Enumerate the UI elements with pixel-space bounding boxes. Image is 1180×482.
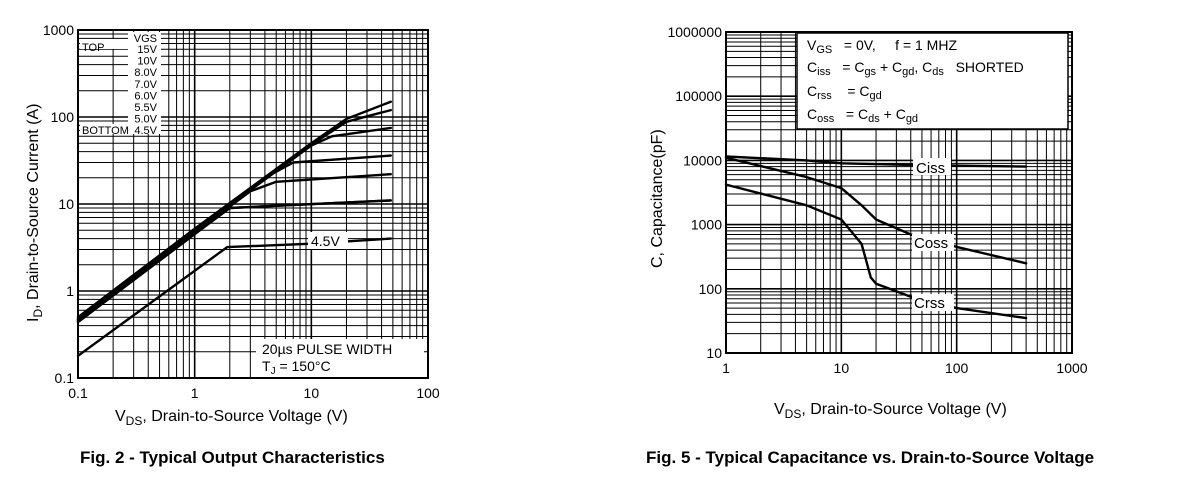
fig2-caption: Fig. 2 - Typical Output Characteristics bbox=[80, 448, 385, 467]
y-tick-label: 1000 bbox=[43, 22, 74, 38]
vgs-value: 6.0V bbox=[134, 90, 157, 102]
y-tick-label: 10000 bbox=[683, 152, 722, 168]
y-tick-label: 1000000 bbox=[667, 24, 722, 40]
y-tick-label: 100000 bbox=[675, 88, 722, 104]
y-axis-label: C, Capacitance(pF) bbox=[649, 129, 666, 268]
legend-line-3: Crss = Cgd bbox=[807, 83, 882, 102]
pulse-width-note: 20µs PULSE WIDTH bbox=[262, 341, 392, 357]
legend-line-4: Coss = Cds + Cgd bbox=[807, 106, 918, 125]
vgs-bottom-label: BOTTOM bbox=[82, 125, 129, 137]
curve-label-4.5v: 4.5V bbox=[311, 233, 340, 249]
vgs-value: 7.0V bbox=[134, 79, 157, 91]
legend-line-1: VGS = 0V, f = 1 MHZ bbox=[807, 37, 957, 56]
plot-frame bbox=[77, 29, 429, 379]
x-tick-label: 1 bbox=[191, 385, 199, 401]
x-tick-label: 100 bbox=[416, 385, 440, 401]
x-axis-label: VDS, Drain-to-Source Voltage (V) bbox=[774, 401, 1007, 421]
legend-line-2: Ciss = Cgs + Cgd, Cds SHORTED bbox=[807, 59, 1024, 78]
legend-box bbox=[796, 32, 1069, 130]
curves bbox=[76, 100, 392, 357]
y-tick-label: 10 bbox=[58, 196, 74, 212]
y-tick-label: 100 bbox=[51, 109, 75, 125]
coss-label: Coss bbox=[914, 235, 948, 252]
vgs-header: VGS bbox=[134, 33, 157, 45]
x-tick-label: 0.1 bbox=[68, 385, 88, 401]
x-tick-label: 100 bbox=[945, 360, 969, 376]
x-axis-label: VDS, Drain-to-Source Voltage (V) bbox=[115, 408, 348, 428]
vgs-value: 4.5V bbox=[134, 125, 157, 137]
y-tick-label: 1 bbox=[66, 283, 74, 299]
tick-labels: 0.1 1 10 100 0.1 1 10 100 1000 bbox=[43, 22, 440, 401]
plot-frame bbox=[725, 31, 1073, 354]
x-tick-label: 1 bbox=[722, 360, 730, 376]
y-tick-label: 10 bbox=[706, 345, 722, 361]
vgs-value: 8.0V bbox=[134, 67, 157, 79]
y-axis-label: ID, Drain-to-Source Current (A) bbox=[25, 103, 45, 322]
y-tick-label: 1000 bbox=[691, 217, 722, 233]
x-tick-label: 1000 bbox=[1056, 360, 1087, 376]
vgs-value: 5.5V bbox=[134, 102, 157, 114]
junction-temp-note: TJ = 150°C bbox=[262, 358, 331, 377]
fig5-caption: Fig. 5 - Typical Capacitance vs. Drain-t… bbox=[646, 448, 1095, 467]
x-tick-label: 10 bbox=[834, 360, 850, 376]
y-tick-label: 100 bbox=[699, 281, 723, 297]
series-line-4.5v bbox=[76, 237, 392, 357]
vgs-value: 15V bbox=[137, 44, 157, 56]
y-tick-label: 0.1 bbox=[55, 370, 75, 386]
vgs-value: 5.0V bbox=[134, 114, 157, 126]
series-line-5.0v bbox=[76, 199, 392, 324]
vgs-value: 10V bbox=[137, 56, 157, 68]
x-tick-label: 10 bbox=[304, 385, 320, 401]
ciss-label: Ciss bbox=[916, 160, 945, 177]
vgs-legend-bg bbox=[128, 32, 161, 134]
vgs-top-label: TOP bbox=[82, 42, 104, 54]
crss-label: Crss bbox=[914, 295, 945, 312]
